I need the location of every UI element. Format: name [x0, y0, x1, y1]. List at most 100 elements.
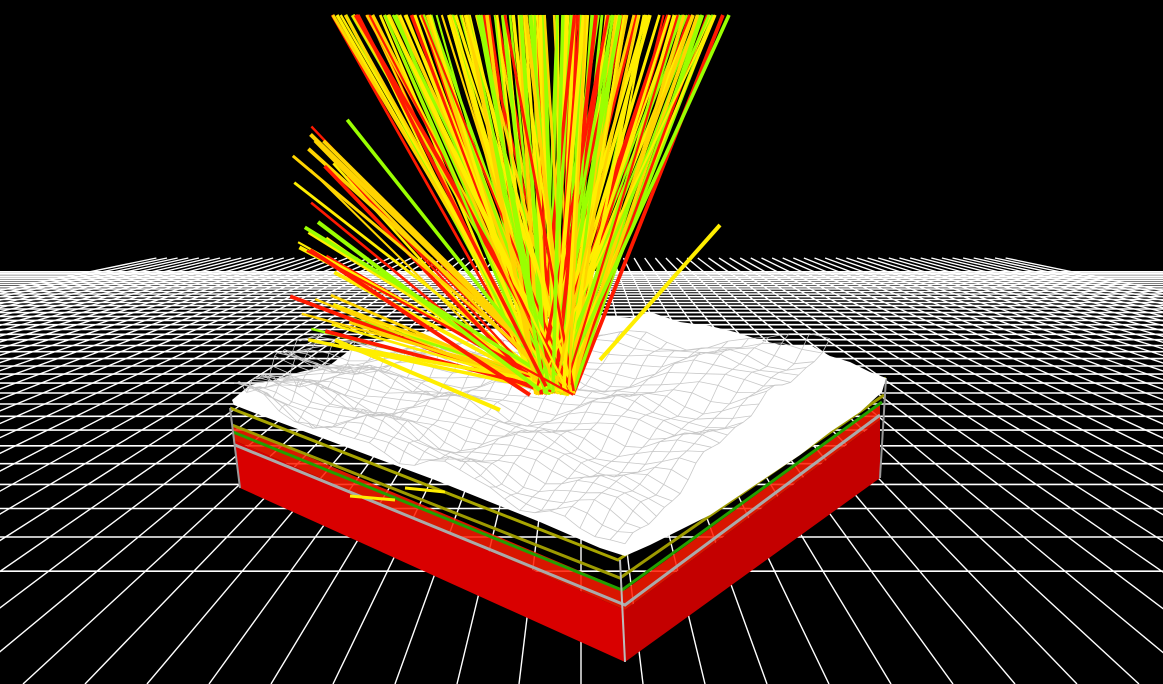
grid-line-converging	[0, 257, 327, 372]
mesh-line	[236, 382, 633, 533]
grid-line-converging	[771, 257, 1163, 439]
grid-line-converging	[270, 257, 529, 684]
mesh-line	[519, 350, 688, 511]
grid-line-converging	[0, 257, 295, 350]
ray-line	[556, 14, 731, 393]
corner-edge-front	[619, 559, 626, 663]
mesh-line	[624, 338, 831, 545]
mesh-line	[609, 333, 810, 541]
ray-line	[291, 154, 569, 389]
ray-line	[479, 14, 547, 394]
grid-line-converging	[761, 257, 1163, 455]
grid-line-converging	[718, 257, 1163, 542]
yellow-marker-1	[349, 494, 396, 502]
ray-line	[324, 329, 556, 394]
grid-line-converging	[739, 257, 1163, 493]
grid-line-converging	[888, 257, 1163, 338]
ray-line	[536, 14, 610, 389]
grid-line-converging	[856, 257, 1163, 357]
ray-line	[598, 223, 722, 362]
ray-line	[503, 14, 576, 392]
grid-line-converging	[0, 257, 412, 472]
grid-line-converging	[676, 257, 1140, 684]
substrate-front-face	[233, 440, 625, 662]
ray-line	[465, 14, 540, 396]
mesh-line	[246, 384, 665, 508]
ray-line	[551, 14, 565, 393]
ray-line	[386, 14, 568, 391]
mesh-line	[261, 374, 712, 448]
mesh-line	[233, 382, 626, 545]
mesh-line	[504, 342, 668, 500]
grid-line-converging	[0, 257, 444, 542]
ray-line	[303, 225, 571, 392]
grid-line-converging	[686, 257, 1163, 654]
corner-edge-right	[879, 377, 887, 479]
ray-line	[563, 14, 625, 392]
grid-line-converging	[708, 257, 1163, 573]
grid-line-converging	[0, 257, 401, 455]
ray-line	[340, 307, 571, 390]
grid-line-converging	[0, 257, 306, 356]
grid-line-converging	[793, 257, 1163, 413]
grid-line-converging	[0, 257, 284, 343]
ray-line	[567, 14, 587, 390]
mesh-line	[489, 331, 647, 488]
ray-line	[563, 14, 679, 392]
grid-line-converging	[803, 257, 1163, 401]
mesh-line	[474, 330, 627, 480]
grid-line-converging	[782, 257, 1163, 425]
substrate-right-face	[625, 420, 880, 662]
grid-line-converging	[1005, 257, 1163, 292]
ray-line	[308, 248, 532, 397]
grid-line-converging	[0, 257, 391, 439]
mesh-line	[266, 370, 728, 436]
grid-line-converging	[835, 257, 1163, 372]
ray-line	[554, 14, 640, 389]
grid-line-converging	[824, 257, 1163, 381]
grid-line-converging	[0, 257, 423, 492]
ray-line	[571, 14, 725, 395]
grid-line-converging	[729, 257, 1163, 516]
ray-line	[548, 14, 711, 390]
grid-line-converging	[0, 257, 263, 332]
grid-line-converging	[0, 257, 338, 381]
sample-block	[229, 312, 887, 663]
ray-line	[420, 14, 572, 389]
ray-line	[316, 220, 542, 392]
grid-line-converging	[814, 257, 1163, 391]
corner-edge-left	[229, 407, 241, 489]
grid-line-converging	[867, 257, 1163, 350]
grid-line-converging	[0, 257, 380, 425]
grid-line-converging	[878, 257, 1163, 344]
mesh-line	[564, 338, 749, 517]
ray-line	[334, 338, 501, 412]
mesh-line	[254, 375, 689, 481]
grid-line-converging	[0, 257, 157, 292]
mesh-line	[534, 347, 708, 514]
mesh-line	[594, 333, 790, 537]
grid-line-converging	[0, 257, 359, 401]
mesh-line	[244, 386, 657, 517]
grid-line-converging	[697, 257, 1163, 610]
ray-line	[306, 249, 574, 396]
yellow-marker-2	[404, 486, 446, 494]
ray-line	[356, 14, 548, 388]
grid-line-converging	[0, 257, 369, 412]
substrate-top-band	[233, 405, 880, 610]
incident-rays	[289, 14, 731, 412]
grid-line-converging	[0, 257, 178, 298]
mesh-line	[549, 340, 729, 512]
grid-line-converging	[846, 257, 1163, 364]
grid-line-converging	[0, 257, 348, 390]
ray-line	[549, 14, 586, 390]
mesh-line	[259, 377, 704, 458]
mesh-line	[241, 382, 649, 525]
mesh-line	[579, 336, 770, 529]
grid-line-converging	[750, 257, 1163, 473]
ray-line	[339, 14, 560, 395]
grid-line-converging	[0, 257, 316, 364]
grid-line-converging	[0, 257, 274, 337]
